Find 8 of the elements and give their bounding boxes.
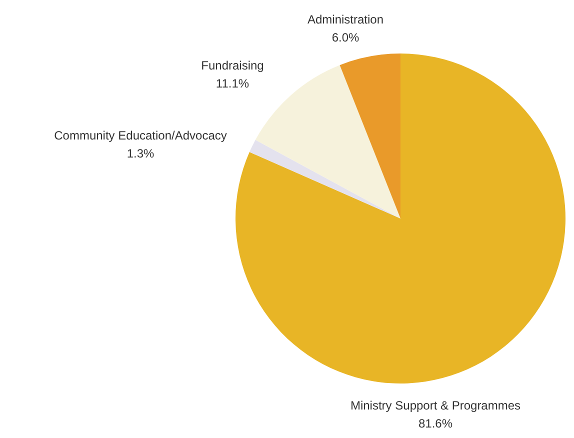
data-label: 81.6% <box>418 416 453 430</box>
slice-label: Community Education/Advocacy <box>54 128 227 142</box>
data-label: 6.0% <box>332 30 360 44</box>
data-label: 1.3% <box>126 146 155 160</box>
slice-label: Administration <box>307 12 384 26</box>
slice-label: Fundraising <box>201 58 264 72</box>
slice-label: Ministry Support & Programmes <box>350 398 521 412</box>
data-label: 11.1% <box>216 76 250 90</box>
